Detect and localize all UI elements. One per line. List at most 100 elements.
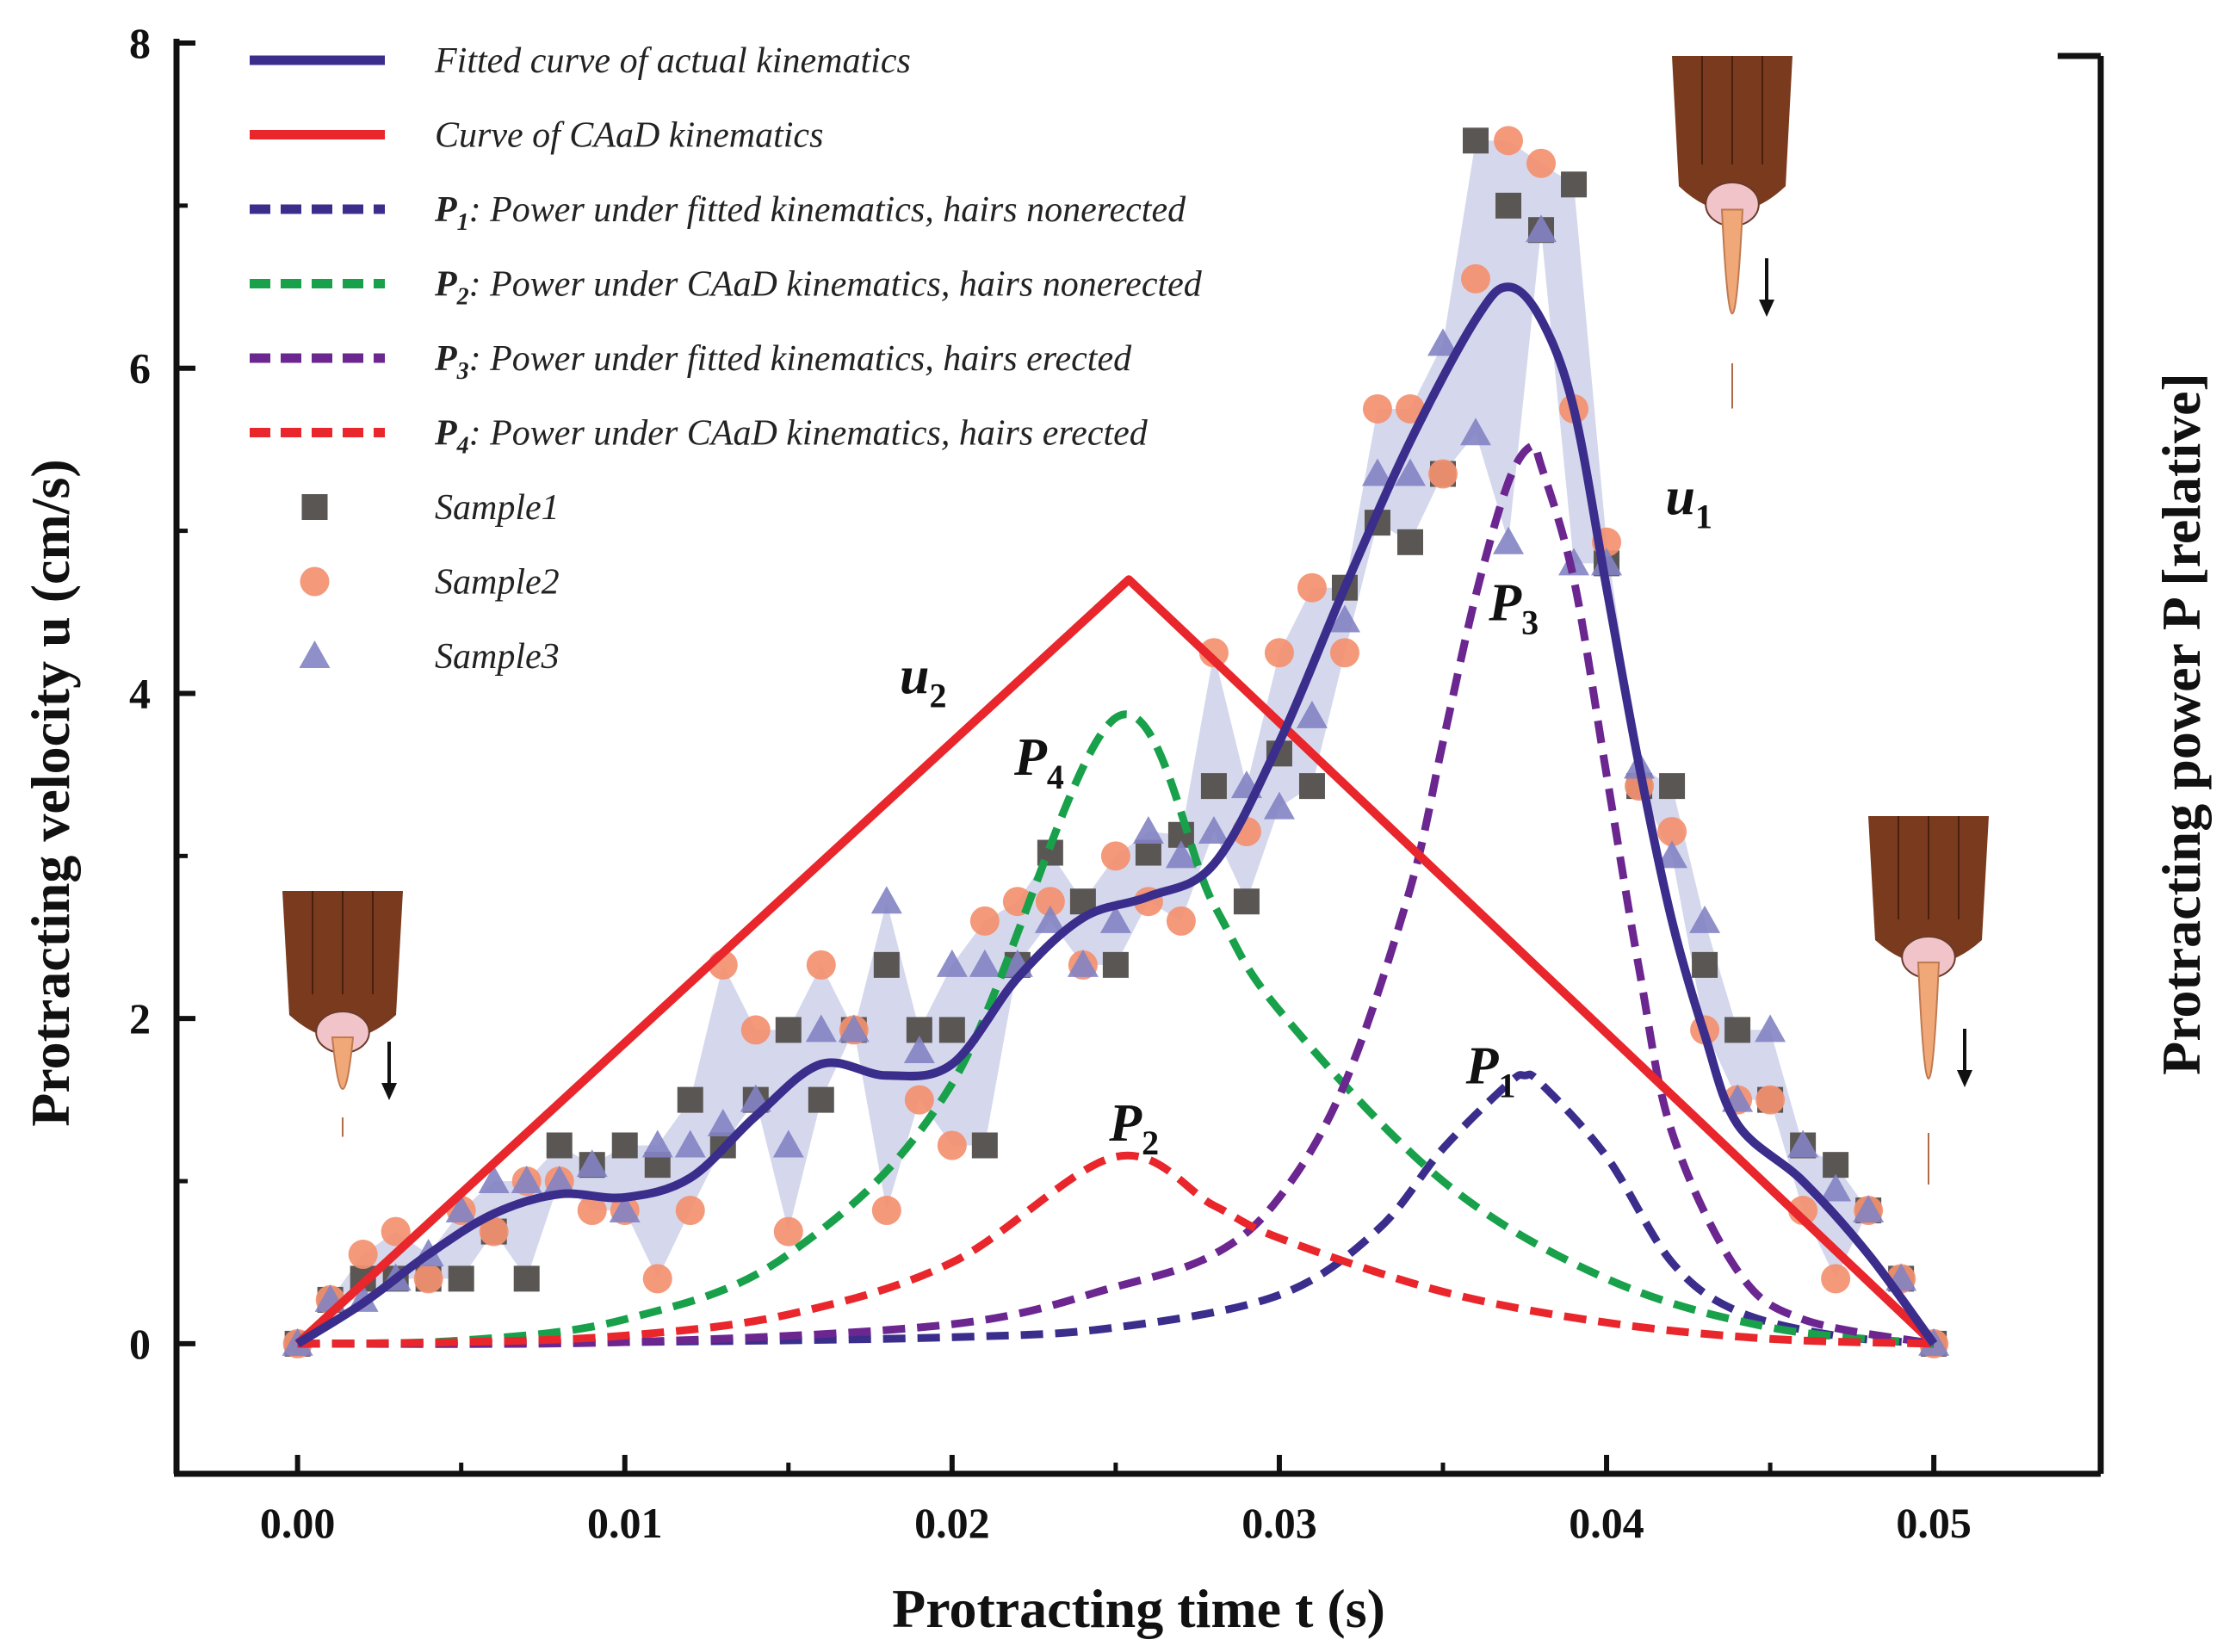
sample2-point	[1657, 816, 1687, 846]
sample2-point	[969, 906, 1000, 936]
sample2-point	[740, 1015, 771, 1045]
legend: Fitted curve of actual kinematics Curve o…	[250, 41, 1203, 677]
sample3-point	[1394, 458, 1426, 486]
sample2-point	[773, 1216, 803, 1247]
sample2-point	[479, 1216, 509, 1247]
series-layer	[294, 282, 1938, 1348]
direction-arrow-head	[381, 1083, 397, 1100]
sample3-point	[1165, 840, 1197, 869]
direction-arrow-head	[1759, 300, 1774, 317]
sample3-point	[1099, 905, 1131, 933]
sample1-point	[808, 1086, 834, 1113]
sample2-point	[642, 1264, 672, 1294]
series-line-p3	[297, 441, 1935, 1348]
y-tick-label: 2	[129, 994, 151, 1043]
sample2-point	[1461, 263, 1491, 294]
legend-marker	[301, 494, 328, 520]
sample2-point	[413, 1264, 443, 1294]
legend-marker	[300, 566, 330, 597]
sample1-point	[1463, 127, 1489, 154]
sample3-point	[641, 1129, 673, 1158]
sample1-point	[1396, 529, 1423, 555]
sample1-point	[1724, 1017, 1751, 1043]
sample3-point	[1198, 815, 1229, 844]
sample1-point	[677, 1086, 703, 1113]
x-tick-label: 0.02	[914, 1499, 990, 1547]
sample3-point	[576, 1149, 608, 1178]
sample3-point	[1787, 1129, 1819, 1158]
sample1-point	[1659, 773, 1686, 800]
y-tick-label: 4	[129, 669, 151, 717]
series-line-fitted	[295, 282, 1938, 1348]
y-axis-title: Protracting velocity u (cm/s)	[20, 459, 81, 1126]
sample3-point	[903, 1035, 935, 1063]
scatter-marker-layer	[282, 126, 1950, 1358]
sample1-point	[1233, 888, 1260, 915]
axes-frame	[173, 39, 2104, 1477]
sample3-point	[772, 1129, 804, 1158]
sample1-point	[873, 951, 900, 978]
legend-label: Sample1	[435, 488, 560, 528]
sample2-point	[806, 950, 836, 980]
sample3-point	[1034, 905, 1066, 933]
annotation-p2: P2	[1108, 1094, 1159, 1162]
sample1-point	[1823, 1152, 1849, 1179]
sample1-point	[1495, 192, 1522, 219]
sample2-point	[904, 1085, 934, 1115]
annotation-u2: u2	[900, 647, 946, 715]
sample3-point	[1526, 214, 1557, 243]
sample3-point	[478, 1166, 510, 1194]
sample3-point	[1689, 905, 1721, 933]
sample3-point	[1132, 815, 1164, 844]
sample1-point	[1692, 951, 1718, 978]
sample3-point	[1558, 548, 1590, 576]
sample3-point	[1853, 1195, 1885, 1223]
legend-label: Sample2	[435, 563, 560, 603]
sample3-point	[1493, 526, 1525, 554]
sample3-point	[1656, 840, 1688, 869]
sample3-point	[511, 1166, 542, 1194]
sample3-point	[969, 949, 1000, 977]
sample1-point	[513, 1265, 540, 1292]
sample-range-band-layer	[297, 140, 1935, 1344]
sample2-point	[1427, 459, 1458, 489]
y2-axis-title: Protracting power P [relative]	[2151, 373, 2212, 1075]
legend-label: Sample3	[435, 637, 560, 677]
sample3-point	[707, 1108, 739, 1136]
sample3-point	[1361, 458, 1393, 486]
sample3-point	[936, 949, 968, 977]
legend-label: P2: Power under CAaD kinematics, hairs n…	[434, 265, 1203, 311]
y-tick-label: 0	[129, 1320, 151, 1368]
sample3-point	[1296, 700, 1328, 728]
x-tick-label: 0.01	[587, 1499, 663, 1547]
annotation-u1: u1	[1665, 468, 1712, 536]
legend-label: Curve of CAaD kinematics	[435, 116, 823, 156]
sample1-point	[546, 1132, 573, 1159]
sample2-point	[1166, 906, 1196, 936]
sample1-point	[611, 1132, 638, 1159]
insect-abdomen-illustration	[282, 891, 403, 1137]
sample-range-band	[297, 140, 1935, 1344]
sample2-point	[1526, 148, 1557, 178]
sample3-point	[1067, 949, 1099, 977]
sample1-point	[1200, 773, 1227, 800]
sample2-point	[871, 1196, 901, 1226]
legend-label: Fitted curve of actual kinematics	[434, 41, 911, 81]
x-tick-label: 0.03	[1241, 1499, 1317, 1547]
sample2-point	[1035, 887, 1065, 917]
x-tick-label: 0.00	[260, 1499, 336, 1547]
sample3-point	[609, 1195, 641, 1223]
sample2-point	[1329, 638, 1359, 668]
sample3-point	[1755, 1014, 1786, 1043]
annotation-p1: P1	[1465, 1037, 1516, 1105]
sample2-point	[381, 1216, 411, 1247]
sample2-point	[1264, 638, 1294, 668]
sample3-point	[1427, 328, 1458, 356]
sample3-point	[1460, 418, 1492, 446]
sample1-point	[1561, 171, 1588, 198]
curve-annotation-layer: u1 u2 P1 P2 P3 P4	[900, 468, 1712, 1162]
sample2-point	[348, 1240, 378, 1270]
sample1-point	[1135, 839, 1161, 866]
tick-label-layer: 0.00 0.01 0.02 0.03 0.04 0.05 0 2 4 6 8	[129, 19, 1972, 1547]
